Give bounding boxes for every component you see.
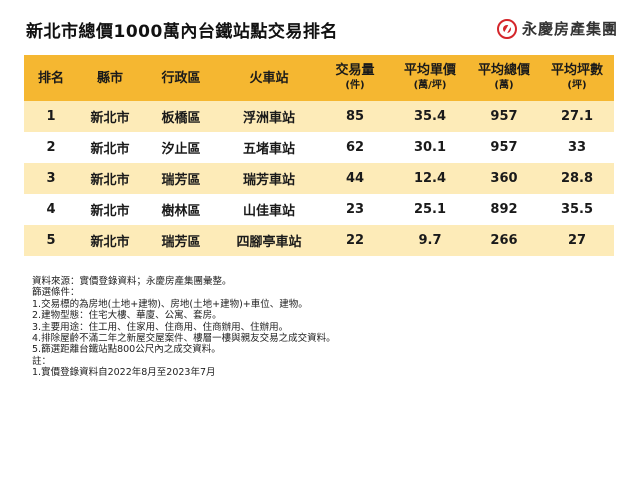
page-title: 新北市總價1000萬內台鐵站點交易排名	[26, 22, 338, 42]
remark-note: 1.實價登錄資料自2022年8月至2023年7月	[32, 367, 216, 379]
table-cell: 44	[318, 163, 392, 194]
table-row: 3 新北市 瑞芳區 瑞芳車站 44 12.4 360 28.8	[24, 163, 614, 194]
filter-note: 1.交易標的為房地(土地+建物)、房地(土地+建物)+車位、建物。	[32, 298, 308, 310]
filter-note: 2.建物型態：住宅大樓、華廈、公寓、套房。	[32, 310, 222, 322]
table-cell: 957	[468, 132, 540, 163]
ranking-table-container: 排名 縣市 行政區 火車站 交易量 (件) 平均單價 (萬/坪) 平均總價 (萬) 平…	[24, 55, 614, 256]
table-cell: 35.4	[392, 101, 468, 132]
table-cell: 23	[318, 194, 392, 225]
table-cell: 9.7	[392, 225, 468, 256]
table-cell: 12.4	[392, 163, 468, 194]
source-note: 資料來源：實價登錄資料；永慶房產集團彙整。	[32, 276, 232, 287]
table-cell: 957	[468, 101, 540, 132]
brand-logo-icon	[496, 18, 517, 39]
table-cell: 浮洲車站	[220, 101, 318, 132]
column-header: 交易量 (件)	[318, 55, 392, 101]
column-header: 火車站	[220, 55, 318, 101]
table-cell: 360	[468, 163, 540, 194]
filter-note: 4.排除屋齡不滿二年之新屋交屋案件、樓層一樓與親友交易之成交資料。	[32, 333, 336, 345]
column-header: 排名	[24, 55, 78, 101]
table-cell: 27	[540, 225, 614, 256]
footnotes: 資料來源：實價登錄資料；永慶房產集團彙整。 篩選條件： 1.交易標的為房地(土地…	[32, 276, 336, 379]
table-cell: 62	[318, 132, 392, 163]
table-cell: 33	[540, 132, 614, 163]
table-cell: 85	[318, 101, 392, 132]
table-row: 5 新北市 瑞芳區 四腳亭車站 22 9.7 266 27	[24, 225, 614, 256]
brand: 永慶房產集團	[496, 18, 618, 39]
table-cell: 266	[468, 225, 540, 256]
table-cell: 瑞芳區	[142, 163, 220, 194]
table-cell: 新北市	[78, 163, 142, 194]
column-header: 平均單價 (萬/坪)	[392, 55, 468, 101]
table-cell: 四腳亭車站	[220, 225, 318, 256]
table-cell: 瑞芳車站	[220, 163, 318, 194]
table-cell: 28.8	[540, 163, 614, 194]
filter-note: 3.主要用途：住工用、住家用、住商用、住商辦用、住辦用。	[32, 321, 289, 333]
table-header-row: 排名 縣市 行政區 火車站 交易量 (件) 平均單價 (萬/坪) 平均總價 (萬) 平…	[24, 55, 614, 101]
table-cell: 新北市	[78, 194, 142, 225]
table-cell: 1	[24, 101, 78, 132]
table-cell: 2	[24, 132, 78, 163]
table-cell: 五堵車站	[220, 132, 318, 163]
table-row: 1 新北市 板橋區 浮洲車站 85 35.4 957 27.1	[24, 101, 614, 132]
table-cell: 新北市	[78, 132, 142, 163]
table-cell: 892	[468, 194, 540, 225]
table-cell: 汐止區	[142, 132, 220, 163]
table-cell: 新北市	[78, 225, 142, 256]
table-cell: 30.1	[392, 132, 468, 163]
table-cell: 3	[24, 163, 78, 194]
table-cell: 板橋區	[142, 101, 220, 132]
column-header: 行政區	[142, 55, 220, 101]
column-header: 縣市	[78, 55, 142, 101]
filter-heading: 篩選條件：	[32, 287, 80, 299]
brand-name: 永慶房產集團	[521, 20, 618, 38]
table-cell: 5	[24, 225, 78, 256]
table-cell: 27.1	[540, 101, 614, 132]
column-header: 平均坪數 (坪)	[540, 55, 614, 101]
table-cell: 樹林區	[142, 194, 220, 225]
table-cell: 4	[24, 194, 78, 225]
table-cell: 新北市	[78, 101, 142, 132]
table-row: 4 新北市 樹林區 山佳車站 23 25.1 892 35.5	[24, 194, 614, 225]
table-cell: 22	[318, 225, 392, 256]
table-row: 2 新北市 汐止區 五堵車站 62 30.1 957 33	[24, 132, 614, 163]
table-cell: 山佳車站	[220, 194, 318, 225]
remark-heading: 註：	[32, 355, 52, 367]
column-header: 平均總價 (萬)	[468, 55, 540, 101]
table-cell: 35.5	[540, 194, 614, 225]
table-cell: 瑞芳區	[142, 225, 220, 256]
filter-note: 5.篩選距離台鐵站點800公尺內之成交資料。	[32, 344, 221, 356]
header: 新北市總價1000萬內台鐵站點交易排名 永慶房產集團	[18, 14, 624, 44]
table-cell: 25.1	[392, 194, 468, 225]
ranking-table: 排名 縣市 行政區 火車站 交易量 (件) 平均單價 (萬/坪) 平均總價 (萬) 平…	[24, 55, 614, 256]
